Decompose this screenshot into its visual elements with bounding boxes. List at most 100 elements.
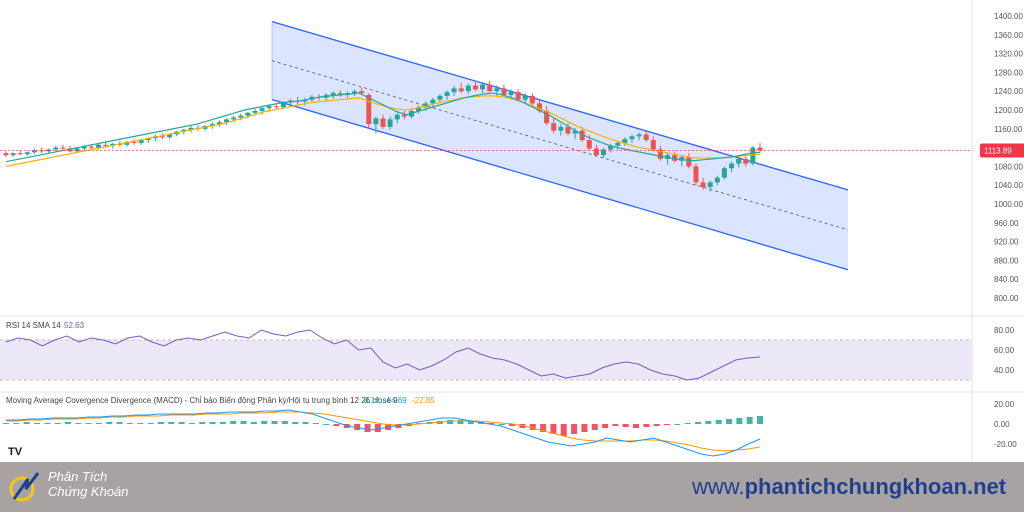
- candle-body: [601, 149, 607, 156]
- candle-body: [145, 138, 151, 141]
- macd-histogram-bar: [54, 423, 61, 424]
- rsi-tick-label: 60.00: [994, 346, 1015, 355]
- candle-body: [536, 103, 542, 111]
- candle-body: [352, 91, 358, 94]
- macd-histogram-bar: [137, 423, 144, 424]
- rsi-tick-label: 40.00: [994, 366, 1015, 375]
- macd-histogram-bar: [3, 423, 9, 424]
- chart-area[interactable]: 1400.00 1360.00 1320.00 1280.00 1240.00 1200.…: [0, 0, 1024, 462]
- price-tick-label: 1280.00: [994, 68, 1023, 77]
- price-tick-label: 1360.00: [994, 31, 1023, 40]
- macd-histogram-bar: [261, 421, 268, 424]
- candle-body: [17, 153, 23, 155]
- rsi-label: RSI 14 SMA 14: [6, 321, 61, 330]
- candle-body: [266, 106, 272, 109]
- candle-body: [608, 145, 614, 150]
- macd-histogram-bar: [581, 424, 588, 432]
- candle-body: [686, 157, 692, 167]
- price-tick-label: 1400.00: [994, 12, 1023, 21]
- macd-tick-label: -20.00: [994, 440, 1017, 449]
- candle-body: [280, 102, 286, 108]
- candle-body: [231, 117, 237, 120]
- candle-body: [53, 147, 59, 150]
- channel-mid-line: [271, 60, 849, 231]
- macd-histogram-bar: [354, 424, 361, 430]
- candle-body: [209, 124, 215, 126]
- macd-histogram-bar: [85, 423, 92, 424]
- macd-histogram-bar: [323, 424, 330, 425]
- candle-body: [359, 91, 365, 94]
- candle-body: [103, 144, 109, 146]
- price-tick-label: 1160.00: [994, 125, 1023, 134]
- candle-body: [636, 134, 642, 137]
- macd-histogram-bar: [643, 424, 650, 427]
- rsi-line: [5, 329, 761, 381]
- macd-signal-line: [6, 411, 761, 452]
- candle-body: [366, 94, 372, 125]
- candle-body: [394, 114, 400, 120]
- candle-body: [487, 84, 493, 92]
- macd-histogram-bar: [684, 423, 691, 424]
- candle-body: [252, 110, 258, 113]
- macd-histogram-bar: [168, 422, 175, 424]
- macd-histogram-bar: [147, 423, 154, 424]
- site-url[interactable]: www.phantichchungkhoan.net: [692, 474, 1007, 499]
- macd-histogram-bar: [219, 422, 226, 424]
- macd-histogram-bar: [199, 422, 206, 424]
- price-tick-label: 920.00: [994, 238, 1019, 247]
- candle-body: [558, 126, 564, 131]
- channel-fill: [272, 21, 848, 270]
- macd-histogram-bar: [106, 422, 113, 424]
- macd-histogram-bar: [364, 424, 371, 432]
- candle-body: [167, 134, 173, 138]
- macd-histogram-bar: [757, 416, 763, 424]
- candle-body: [579, 130, 585, 141]
- candle-body: [437, 95, 443, 100]
- macd-histogram-bar: [250, 422, 257, 424]
- macd-histogram-bar: [333, 424, 340, 426]
- candle-body: [451, 88, 457, 93]
- rsi-tick-label: 80.00: [994, 326, 1015, 335]
- candle-body: [679, 157, 685, 161]
- brand-name-line-2: Chứng Khoán: [48, 484, 129, 499]
- macd-histogram-bar: [560, 424, 567, 436]
- macd-histogram-bar: [550, 424, 557, 434]
- candle-body: [515, 92, 521, 100]
- ma-slow-line: [5, 95, 761, 167]
- candle-body: [131, 141, 137, 143]
- candle-body: [444, 92, 450, 96]
- macd-histogram-bar: [312, 423, 319, 424]
- macd-tick-label: 20.00: [994, 400, 1015, 409]
- macd-histogram-bar: [622, 424, 629, 427]
- macd-line: [6, 409, 761, 457]
- candle-body: [643, 134, 649, 141]
- candle-body: [24, 152, 30, 155]
- candle-body: [572, 130, 578, 134]
- price-tick-label: 1000.00: [994, 200, 1023, 209]
- price-chart-svg[interactable]: 1400.00 1360.00 1320.00 1280.00 1240.00 1200.…: [0, 0, 1024, 462]
- macd-histogram-bar: [23, 422, 30, 424]
- macd-histogram-bar: [281, 421, 288, 424]
- macd-histogram-bar: [374, 424, 381, 432]
- macd-histogram-bar: [674, 424, 681, 425]
- macd-histogram-bar: [157, 422, 164, 424]
- macd-histogram-bar: [447, 420, 454, 424]
- candle-body: [736, 158, 742, 164]
- candle-body: [401, 114, 407, 117]
- candle-body: [31, 150, 37, 153]
- candle-body: [700, 182, 706, 188]
- macd-histogram-bar: [726, 419, 733, 424]
- macd-histogram-bar: [75, 423, 82, 424]
- macd-histogram-bar: [178, 422, 185, 424]
- candle-body: [672, 155, 678, 161]
- candle-body: [529, 95, 535, 104]
- candle-body: [501, 88, 507, 95]
- candle-body: [259, 108, 265, 111]
- candle-body: [67, 148, 73, 152]
- candle-body: [60, 147, 66, 149]
- price-tick-label: 1080.00: [994, 162, 1023, 171]
- candle-body: [416, 107, 422, 111]
- candle-body: [593, 148, 599, 156]
- candle-body: [622, 139, 628, 143]
- macd-tick-label: 0.00: [994, 420, 1010, 429]
